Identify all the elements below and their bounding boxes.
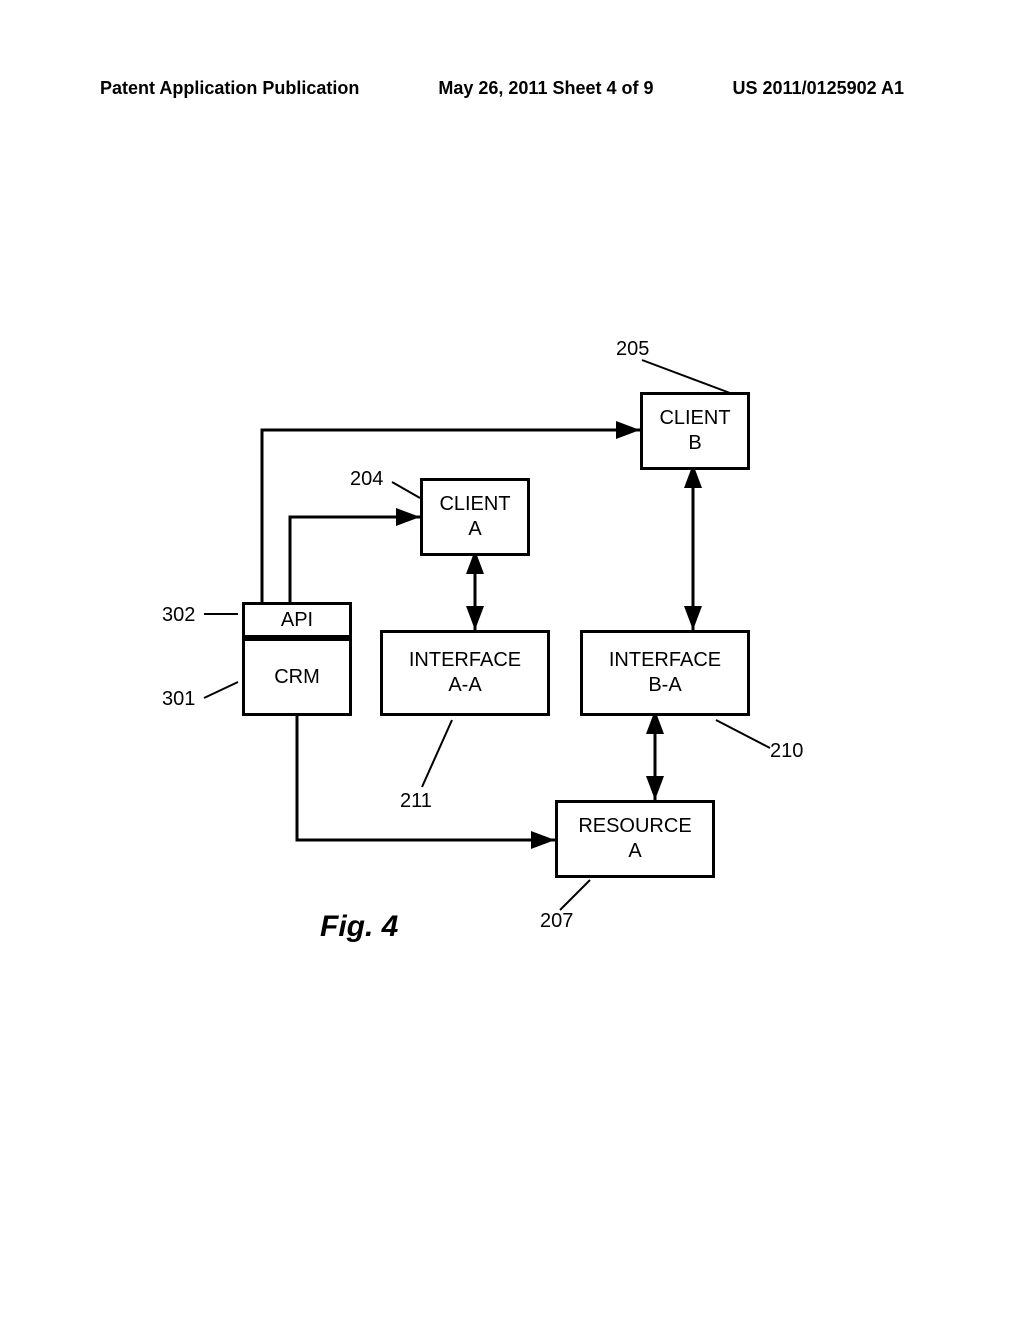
leader-iface_aa [422, 720, 452, 787]
leader-resource_a [560, 880, 590, 910]
page: Patent Application Publication May 26, 2… [0, 0, 1024, 1320]
box-iface_ba: INTERFACEB-A [580, 630, 750, 716]
box-api: API [242, 602, 352, 638]
leader-iface_ba [716, 720, 770, 748]
leader-client_b [642, 360, 730, 393]
box-client_b: CLIENTB [640, 392, 750, 470]
arrow-api-to-clienta [290, 517, 420, 602]
box-crm: CRM [242, 638, 352, 716]
box-client_a: CLIENTA [420, 478, 530, 556]
leader-crm [204, 682, 238, 698]
leader-client_a [392, 482, 420, 498]
ref-crm: 301 [162, 688, 195, 711]
ref-api: 302 [162, 604, 195, 627]
ref-client_b: 205 [616, 338, 649, 361]
ref-resource_a: 207 [540, 910, 573, 933]
figure-label: Fig. 4 [320, 910, 398, 944]
box-iface_aa: INTERFACEA-A [380, 630, 550, 716]
ref-iface_aa: 211 [400, 790, 432, 813]
ref-client_a: 204 [350, 468, 383, 491]
ref-iface_ba: 210 [770, 740, 803, 763]
box-resource_a: RESOURCEA [555, 800, 715, 878]
